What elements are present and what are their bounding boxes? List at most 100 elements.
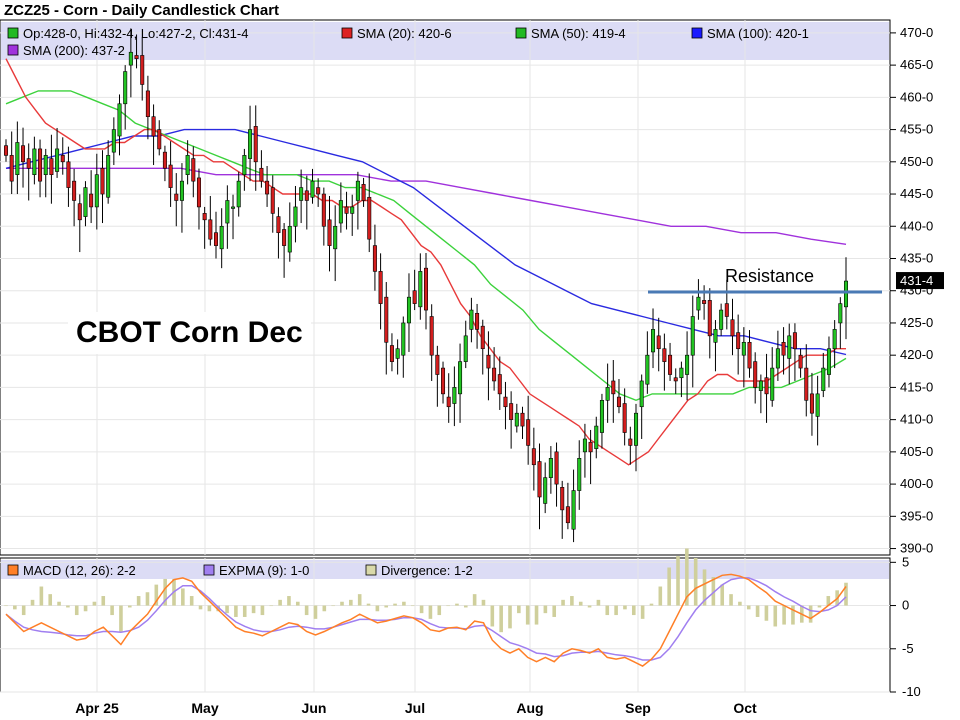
price-axis: 470-0 465-0 460-0 455-0 450-0 445-0 440-0 435-0… bbox=[890, 25, 933, 556]
candle-down bbox=[702, 300, 707, 304]
candle-up bbox=[299, 187, 304, 201]
candle-up bbox=[179, 180, 184, 201]
price-tick-label: 420-0 bbox=[900, 347, 933, 362]
macd-legend-entry: Divergence: 1-2 bbox=[381, 563, 473, 578]
candle-down bbox=[423, 267, 429, 311]
price-tick-label: 450-0 bbox=[900, 154, 933, 169]
divergence-bar bbox=[738, 601, 742, 606]
macd-legend-swatch bbox=[365, 564, 377, 576]
candle-up bbox=[815, 393, 820, 417]
x-tick-label: Jun bbox=[302, 700, 327, 716]
candle-up bbox=[231, 206, 236, 209]
candle-down bbox=[526, 419, 531, 446]
candle-down bbox=[344, 206, 349, 214]
candle-down bbox=[100, 167, 105, 195]
candle-down bbox=[673, 377, 678, 382]
candle-down bbox=[792, 332, 797, 350]
candle-down bbox=[441, 367, 446, 395]
resistance-line: Resistance 431-4 bbox=[648, 266, 944, 294]
candle-down bbox=[208, 219, 213, 240]
x-axis: Apr 25 May Jun Jul Aug Sep Oct bbox=[75, 700, 757, 716]
candles bbox=[3, 28, 849, 543]
divergence-bar bbox=[481, 599, 486, 606]
candle-up bbox=[713, 329, 718, 343]
divergence-bar bbox=[676, 556, 680, 606]
divergence-bar bbox=[817, 605, 822, 608]
price-tick-label: 465-0 bbox=[900, 57, 933, 72]
divergence-bar bbox=[154, 584, 159, 606]
candle-down bbox=[60, 155, 65, 163]
candle-down bbox=[475, 312, 480, 330]
divergence-bar bbox=[614, 605, 618, 616]
sma20-line bbox=[5, 58, 846, 466]
price-tick-label: 400-0 bbox=[900, 476, 933, 491]
candle-up bbox=[458, 361, 463, 395]
candle-up bbox=[406, 296, 411, 324]
candle-up bbox=[821, 367, 826, 391]
candle-down bbox=[259, 167, 264, 182]
divergence-bar bbox=[499, 605, 503, 633]
divergence-bar bbox=[463, 605, 468, 608]
candle-down bbox=[265, 180, 270, 195]
divergence-bar bbox=[357, 594, 362, 606]
candle-up bbox=[94, 174, 99, 208]
sma200-line bbox=[6, 167, 847, 245]
candle-down bbox=[412, 290, 417, 304]
divergence-bar bbox=[455, 603, 459, 606]
price-tick-label: 435-0 bbox=[900, 250, 933, 265]
divergence-bar bbox=[543, 605, 548, 614]
candle-down bbox=[492, 367, 497, 382]
divergence-bar bbox=[702, 569, 707, 606]
divergence-bar bbox=[746, 605, 751, 610]
candle-down bbox=[724, 303, 729, 317]
divergence-bar bbox=[83, 605, 88, 612]
candle-up bbox=[843, 280, 849, 308]
divergence-bar bbox=[649, 603, 654, 606]
candle-down bbox=[77, 203, 82, 221]
divergence-bar bbox=[764, 605, 769, 621]
divergence-bar bbox=[605, 605, 610, 616]
candle-up bbox=[83, 187, 88, 217]
candle-down bbox=[367, 196, 372, 240]
divergence-bar bbox=[490, 605, 495, 627]
candle-down bbox=[361, 184, 366, 201]
candle-down bbox=[26, 158, 31, 169]
divergence-bar bbox=[198, 605, 203, 610]
candle-down bbox=[588, 441, 593, 453]
candle-up bbox=[225, 200, 230, 224]
last-price-tag bbox=[896, 272, 944, 290]
divergence-bar bbox=[446, 605, 450, 607]
divergence-bar bbox=[402, 601, 406, 606]
overlay-label: CBOT Corn Dec bbox=[68, 312, 311, 354]
macd-tick-label: 0 bbox=[902, 598, 909, 613]
macd-lines bbox=[5, 573, 847, 667]
price-legend-bar bbox=[1, 22, 889, 60]
macd-tick-label: 5 bbox=[902, 554, 909, 569]
divergence-bar bbox=[729, 594, 733, 606]
candle-down bbox=[753, 361, 758, 388]
candle-up bbox=[685, 354, 690, 375]
divergence-bar bbox=[74, 605, 79, 616]
candle-down bbox=[389, 345, 394, 362]
macd-legend-bar bbox=[1, 560, 889, 579]
candle-down bbox=[497, 374, 502, 395]
price-legend-swatch bbox=[341, 27, 353, 39]
candle-up bbox=[582, 438, 587, 453]
candle-down bbox=[628, 438, 633, 446]
candle-up bbox=[605, 387, 610, 401]
candle-up bbox=[639, 380, 644, 408]
divergence-bar bbox=[844, 582, 848, 606]
x-tick-label: Sep bbox=[625, 700, 651, 716]
divergence-bar bbox=[631, 605, 636, 616]
divergence-bar bbox=[826, 596, 831, 606]
price-tick-label: 405-0 bbox=[900, 444, 933, 459]
candle-up bbox=[55, 148, 60, 172]
candle-up bbox=[106, 155, 111, 198]
candle-up bbox=[543, 477, 548, 504]
candle-up bbox=[633, 412, 639, 446]
candle-up bbox=[185, 155, 190, 175]
candle-down bbox=[89, 193, 94, 208]
candle-down bbox=[270, 187, 275, 214]
sma100-line bbox=[5, 128, 847, 356]
candle-up bbox=[355, 180, 360, 201]
